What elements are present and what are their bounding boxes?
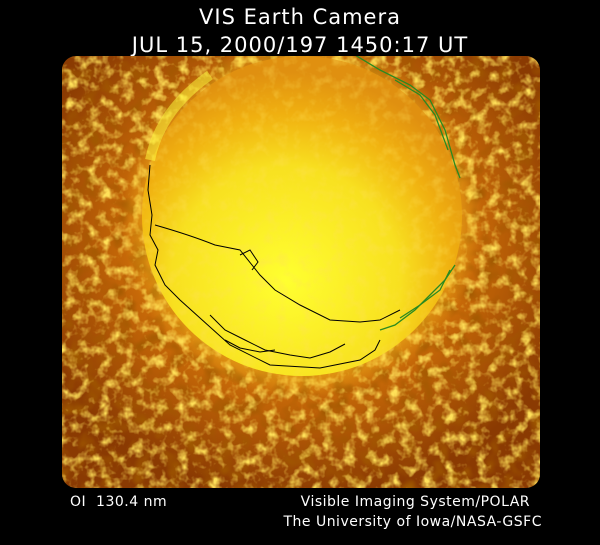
timestamp: JUL 15, 2000/197 1450:17 UT (130, 33, 468, 57)
instrument-label: Visible Imaging System/POLAR (301, 494, 530, 510)
title: VIS Earth Camera (199, 5, 401, 29)
filter-label: OI 130.4 nm (70, 494, 167, 510)
institution-label: The University of Iowa/NASA-GSFC (282, 514, 542, 530)
coastline (147, 164, 401, 369)
camera-image (62, 56, 540, 488)
green-coastline (354, 56, 461, 331)
